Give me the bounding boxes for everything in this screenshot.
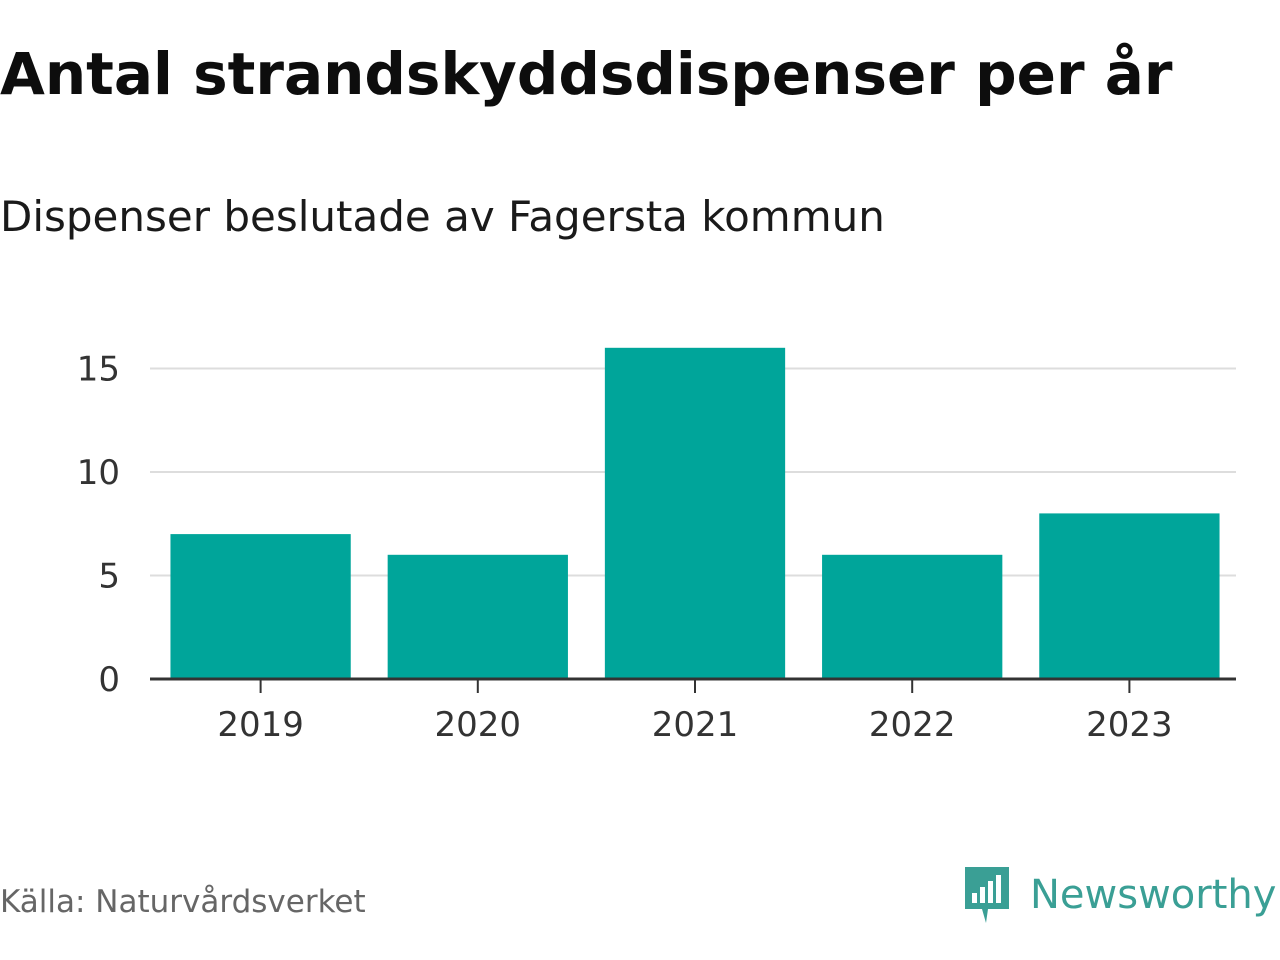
x-tick-label: 2023 [1086, 705, 1173, 745]
bar-2021 [604, 347, 786, 679]
x-tick-label: 2021 [652, 705, 739, 745]
source-note: Källa: Naturvårdsverket [0, 884, 366, 920]
y-tick-label: 15 [77, 350, 120, 390]
newsworthy-logo-icon [965, 867, 1009, 923]
y-tick-label: 10 [77, 453, 120, 493]
chart-title: Antal strandskyddsdispenser per år [0, 40, 1173, 108]
x-tick-label: 2019 [217, 705, 304, 745]
brand-name: Newsworthy [1030, 872, 1277, 918]
x-tick-label: 2020 [435, 705, 522, 745]
bar-2023 [1039, 513, 1220, 679]
brand-logo: Newsworthy [962, 864, 1276, 926]
y-tick-label: 0 [98, 660, 120, 700]
y-tick-label: 5 [98, 557, 120, 597]
bar-2022 [822, 554, 1003, 679]
bar-2020 [387, 554, 568, 679]
x-tick-label: 2022 [869, 705, 956, 745]
bar-2019 [170, 534, 351, 679]
chart-subtitle: Dispenser beslutade av Fagersta kommun [0, 192, 885, 241]
